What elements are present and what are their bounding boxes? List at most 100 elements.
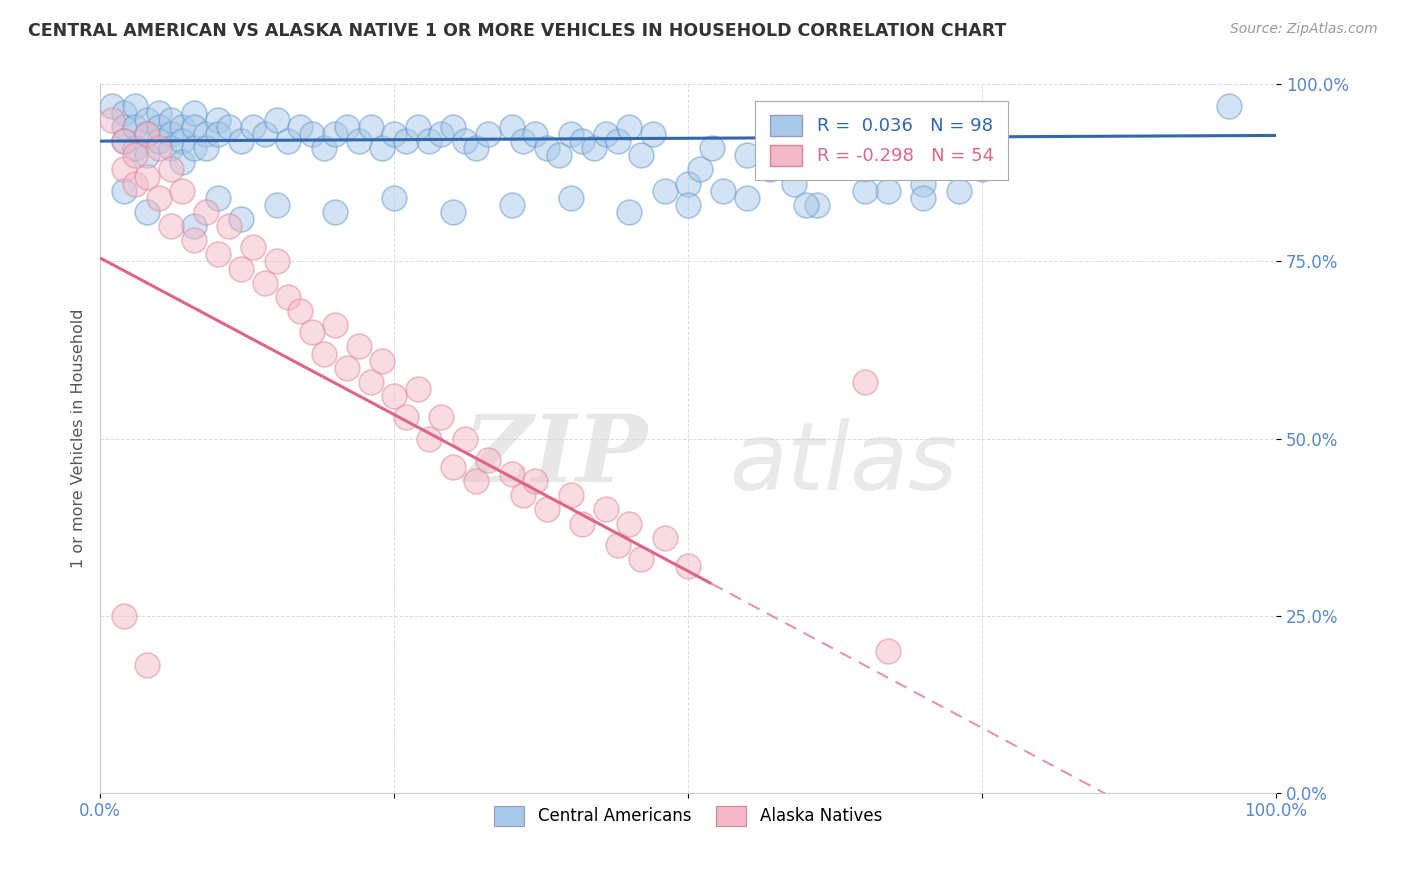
Point (501, 467, 523, 481)
Point (183, 141, 205, 155)
Point (207, 127, 229, 141)
Point (430, 410, 453, 425)
Point (136, 205, 159, 219)
Point (194, 205, 217, 219)
Point (676, 559, 699, 574)
Point (654, 184, 676, 198)
Point (453, 432, 475, 446)
Point (536, 502, 558, 516)
Point (877, 184, 900, 198)
Point (453, 134, 475, 148)
Point (148, 141, 170, 155)
Point (218, 120, 240, 134)
Text: Source: ZipAtlas.com: Source: ZipAtlas.com (1230, 22, 1378, 37)
Point (124, 98, 146, 112)
Point (1218, 98, 1240, 112)
Point (112, 608, 135, 623)
Point (606, 134, 628, 148)
Point (700, 141, 723, 155)
Point (853, 162, 876, 177)
Point (312, 346, 335, 360)
Point (912, 177, 935, 191)
Point (571, 516, 593, 531)
Point (360, 375, 382, 389)
Point (312, 141, 335, 155)
Point (676, 177, 699, 191)
Point (630, 148, 652, 162)
Point (371, 353, 394, 368)
Point (148, 134, 170, 148)
Point (606, 538, 628, 552)
Point (159, 112, 181, 127)
Point (194, 127, 217, 141)
Point (512, 134, 534, 148)
Point (207, 112, 229, 127)
Point (136, 148, 159, 162)
Point (183, 105, 205, 120)
Point (218, 219, 240, 233)
Point (360, 120, 382, 134)
Point (912, 191, 935, 205)
Point (972, 162, 994, 177)
Point (148, 105, 170, 120)
Point (406, 120, 429, 134)
Point (889, 155, 911, 169)
Point (323, 205, 346, 219)
Point (524, 127, 547, 141)
Point (124, 148, 146, 162)
Point (301, 127, 323, 141)
Point (231, 134, 253, 148)
Point (948, 184, 970, 198)
Point (277, 290, 299, 304)
Point (301, 326, 323, 340)
Point (266, 112, 288, 127)
Point (172, 184, 194, 198)
Point (735, 191, 758, 205)
Point (112, 134, 135, 148)
Point (242, 120, 264, 134)
Point (112, 120, 135, 134)
Point (253, 127, 276, 141)
Point (323, 318, 346, 333)
Point (418, 134, 440, 148)
Point (794, 155, 817, 169)
Point (172, 120, 194, 134)
Point (172, 134, 194, 148)
Point (382, 127, 405, 141)
Point (136, 127, 159, 141)
Text: CENTRAL AMERICAN VS ALASKA NATIVE 1 OR MORE VEHICLES IN HOUSEHOLD CORRELATION CH: CENTRAL AMERICAN VS ALASKA NATIVE 1 OR M… (28, 22, 1007, 40)
Point (441, 459, 464, 474)
Point (112, 134, 135, 148)
Point (347, 134, 370, 148)
Point (112, 184, 135, 198)
Point (148, 120, 170, 134)
Point (336, 360, 359, 375)
Point (465, 141, 488, 155)
Point (159, 127, 181, 141)
Point (783, 177, 806, 191)
Point (288, 120, 311, 134)
Point (395, 410, 418, 425)
Point (501, 120, 523, 134)
Point (441, 120, 464, 134)
Point (136, 127, 159, 141)
Point (524, 474, 547, 488)
Point (806, 198, 828, 212)
Point (101, 98, 124, 112)
Point (112, 105, 135, 120)
Point (465, 474, 488, 488)
Point (101, 112, 124, 127)
Point (136, 112, 159, 127)
Point (676, 198, 699, 212)
Point (207, 247, 229, 261)
Point (830, 141, 852, 155)
Point (418, 432, 440, 446)
Point (183, 233, 205, 247)
Point (253, 276, 276, 290)
Point (159, 162, 181, 177)
Point (536, 141, 558, 155)
Point (124, 120, 146, 134)
Point (583, 141, 606, 155)
Point (395, 134, 418, 148)
Point (231, 212, 253, 227)
